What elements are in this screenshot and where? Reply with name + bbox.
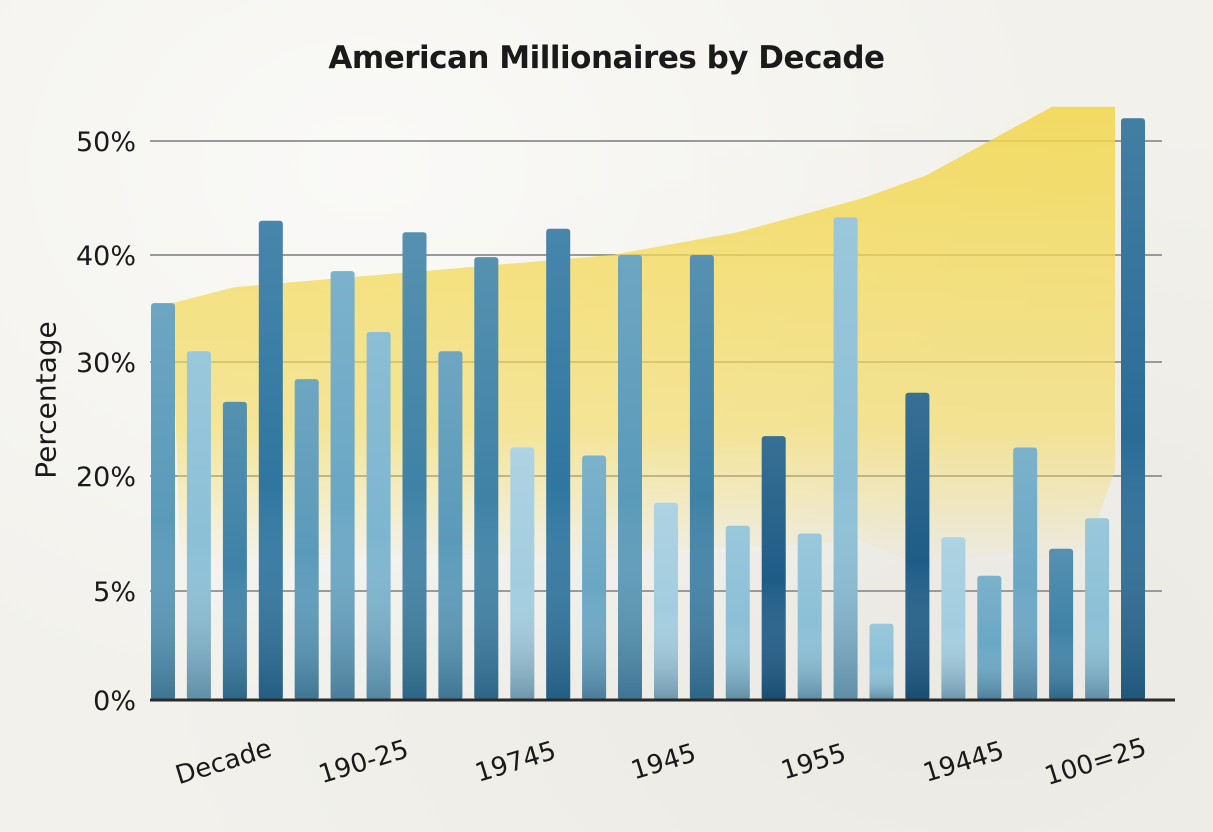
bar-shading <box>725 525 750 700</box>
bar-shading <box>977 575 1002 700</box>
y-tick-label: 40% <box>76 241 136 272</box>
bar-shading <box>1049 548 1074 700</box>
x-tick-label: 190-25 <box>315 735 412 791</box>
bar-shading <box>761 436 786 700</box>
y-tick-label: 0% <box>93 686 136 717</box>
x-tick-label: 100=25 <box>1041 733 1150 792</box>
bar-shading <box>1085 518 1110 700</box>
bar-shading <box>833 217 858 700</box>
bar-shading <box>330 271 355 700</box>
x-tick-label: 1955 <box>778 738 850 786</box>
chart-title: American Millionaires by Decade <box>328 40 885 76</box>
bar-shading <box>941 537 966 700</box>
bar-shading <box>510 447 535 700</box>
bar-shading <box>869 623 894 700</box>
bar-shading <box>1121 118 1145 700</box>
bar-shading <box>222 401 247 700</box>
y-tick-label: 20% <box>76 462 136 493</box>
bar-shading <box>474 257 499 700</box>
bar-shading <box>294 379 319 700</box>
x-tick-label: Decade <box>172 734 275 792</box>
bar-shading <box>797 533 822 700</box>
bar-shading <box>366 332 391 700</box>
x-tick-label: 1945 <box>628 738 700 786</box>
x-tick-label: 19445 <box>920 736 1008 789</box>
y-tick-label: 30% <box>76 348 136 379</box>
bar-shading <box>186 351 211 700</box>
bar-shading <box>905 392 930 700</box>
bar-shading <box>151 303 175 700</box>
bar-shading <box>438 351 463 700</box>
bar-shading <box>582 455 607 700</box>
x-tick-label: 19745 <box>472 736 560 789</box>
bar-shading <box>402 232 427 700</box>
bar-shading <box>258 220 283 701</box>
y-tick-label: 5% <box>93 577 136 608</box>
bar-shading <box>1013 447 1038 700</box>
bar-shading <box>689 255 714 700</box>
bar-shading <box>546 228 571 701</box>
bar-shading <box>654 502 678 700</box>
bar-shading <box>618 255 642 700</box>
y-tick-label: 50% <box>76 127 136 158</box>
